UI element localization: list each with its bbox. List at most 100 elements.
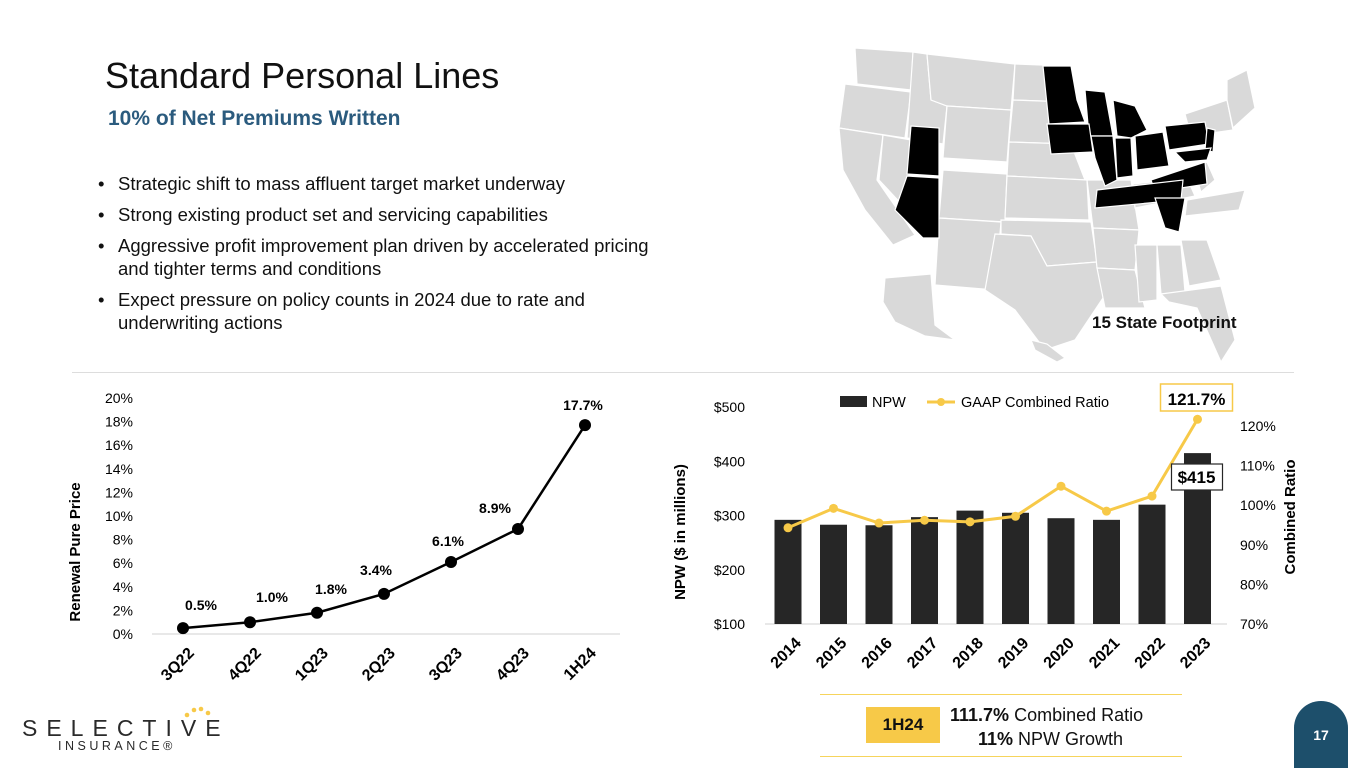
state-ar	[1092, 227, 1140, 271]
chart-legend: NPW GAAP Combined Ratio	[840, 395, 1109, 411]
section-divider	[72, 372, 1294, 373]
y2-tick-label: 110%	[1240, 458, 1275, 474]
y-tick-label: $100	[714, 616, 745, 632]
combined-ratio-point	[1147, 491, 1157, 501]
state-nc	[1184, 189, 1246, 217]
y-tick-label: 4%	[113, 579, 133, 595]
summary-npw-growth: 11% NPW Growth	[978, 729, 1123, 750]
state-md	[1173, 147, 1212, 163]
summary-combined-ratio-value: 111.7%	[950, 705, 1010, 725]
bullet-item: Strategic shift to mass affluent target …	[98, 172, 658, 195]
data-point	[512, 522, 524, 535]
state-mn	[1042, 65, 1086, 125]
ratio-callout-label: 121.7%	[1168, 390, 1226, 409]
x-tick-label: 2022	[1132, 635, 1169, 672]
map-footprint-states	[894, 65, 1216, 239]
state-az	[894, 175, 940, 239]
npw-bar	[774, 519, 802, 624]
x-tick-label: 2015	[813, 635, 850, 672]
x-tick-label: 2014	[768, 635, 805, 672]
data-label: 1.8%	[315, 581, 347, 597]
y-tick-label: 0%	[113, 626, 133, 642]
y-tick-label: 8%	[113, 532, 133, 548]
state-co	[938, 169, 1008, 223]
data-label: 0.5%	[185, 597, 217, 613]
state-wa	[854, 47, 914, 91]
state-mi	[1112, 99, 1148, 139]
y-tick-label: 12%	[105, 484, 133, 500]
bullet-item: Expect pressure on policy counts in 2024…	[98, 288, 658, 334]
combined-ratio-point	[1056, 481, 1066, 491]
npw-callout-box	[1170, 463, 1224, 491]
summary-npw-growth-text: NPW Growth	[1013, 729, 1124, 749]
state-tx	[984, 233, 1106, 351]
combined-ratio-point	[1011, 511, 1020, 521]
x-tick-label: 2019	[995, 635, 1032, 672]
combined-ratio-line	[787, 418, 1199, 530]
y-tick-label: $400	[714, 453, 745, 469]
state-ga	[1180, 239, 1222, 287]
y-axis-label: Renewal Pure Price	[67, 482, 84, 621]
combined-ratio-point	[783, 523, 793, 533]
x-tick-label: 2023	[1177, 635, 1214, 672]
bullet-list: Strategic shift to mass affluent target …	[98, 172, 658, 342]
page-number: 17	[1294, 701, 1348, 768]
data-label: 1.0%	[256, 589, 288, 605]
summary-npw-growth-value: 11%	[978, 729, 1014, 749]
state-il	[1090, 135, 1118, 187]
y-tick-label: $300	[714, 508, 745, 524]
logo-subtext: INSURANCE®	[58, 739, 176, 753]
y2-tick-label: 90%	[1240, 537, 1268, 553]
x-tick-label: 4Q22	[225, 645, 265, 685]
data-point	[177, 622, 189, 635]
company-logo: SELECTIVE INSURANCE®	[22, 705, 221, 757]
page-subtitle: 10% of Net Premiums Written	[108, 107, 401, 130]
data-point	[445, 556, 457, 569]
state-nj	[1204, 127, 1216, 153]
y-tick-label: 16%	[105, 437, 133, 453]
ratio-callout-box	[1159, 383, 1234, 412]
data-label: 6.1%	[432, 533, 464, 549]
npw-bar	[1138, 504, 1166, 624]
legend-label-ratio: GAAP Combined Ratio	[961, 395, 1109, 411]
legend-label-npw: NPW	[872, 395, 906, 411]
data-point	[311, 606, 323, 619]
y-axis-label: NPW ($ in millions)	[672, 464, 689, 600]
state-la	[1096, 267, 1146, 309]
combined-ratio-point	[829, 503, 838, 513]
npw-combined-ratio-chart: $100 $200 $300 $400 $500 70% 80% 90% 100% 110% 12…	[672, 383, 1299, 672]
y-tick-label: 2%	[113, 602, 133, 618]
x-tick-label: 2021	[1086, 635, 1123, 672]
npw-bar	[911, 517, 938, 624]
x-tick-label: 2016	[859, 635, 896, 672]
x-tick-label: 3Q23	[426, 645, 466, 685]
logo-dots-icon	[184, 706, 211, 718]
y2-tick-label: 80%	[1240, 576, 1268, 592]
npw-bar	[820, 524, 847, 624]
y-tick-label: 14%	[105, 461, 133, 477]
npw-bar	[1093, 519, 1120, 624]
combined-ratio-point	[874, 518, 884, 528]
state-hi	[1030, 339, 1067, 363]
state-mt	[926, 53, 1016, 111]
summary-box	[820, 694, 1182, 757]
state-or	[838, 83, 912, 139]
data-label: 3.4%	[360, 562, 392, 578]
combined-ratio-point	[1193, 414, 1202, 424]
map-caption: 15 State Footprint	[1092, 313, 1237, 332]
page-title: Standard Personal Lines	[105, 55, 500, 96]
state-fl	[1159, 285, 1236, 364]
data-label: 8.9%	[479, 500, 511, 516]
y-tick-label: 6%	[113, 555, 133, 571]
us-map	[838, 47, 1255, 364]
x-tick-label: 2018	[950, 635, 987, 672]
y2-tick-label: 120%	[1240, 418, 1276, 434]
y2-tick-label: 100%	[1240, 497, 1276, 513]
state-ks	[1004, 175, 1090, 221]
state-sc	[1154, 197, 1186, 233]
y2-tick-label: 70%	[1240, 616, 1268, 632]
summary-tag: 1H24	[866, 707, 940, 743]
x-tick-label: 2020	[1041, 635, 1078, 672]
y-tick-label: $500	[714, 399, 745, 415]
x-tick-label: 1H24	[561, 645, 600, 684]
